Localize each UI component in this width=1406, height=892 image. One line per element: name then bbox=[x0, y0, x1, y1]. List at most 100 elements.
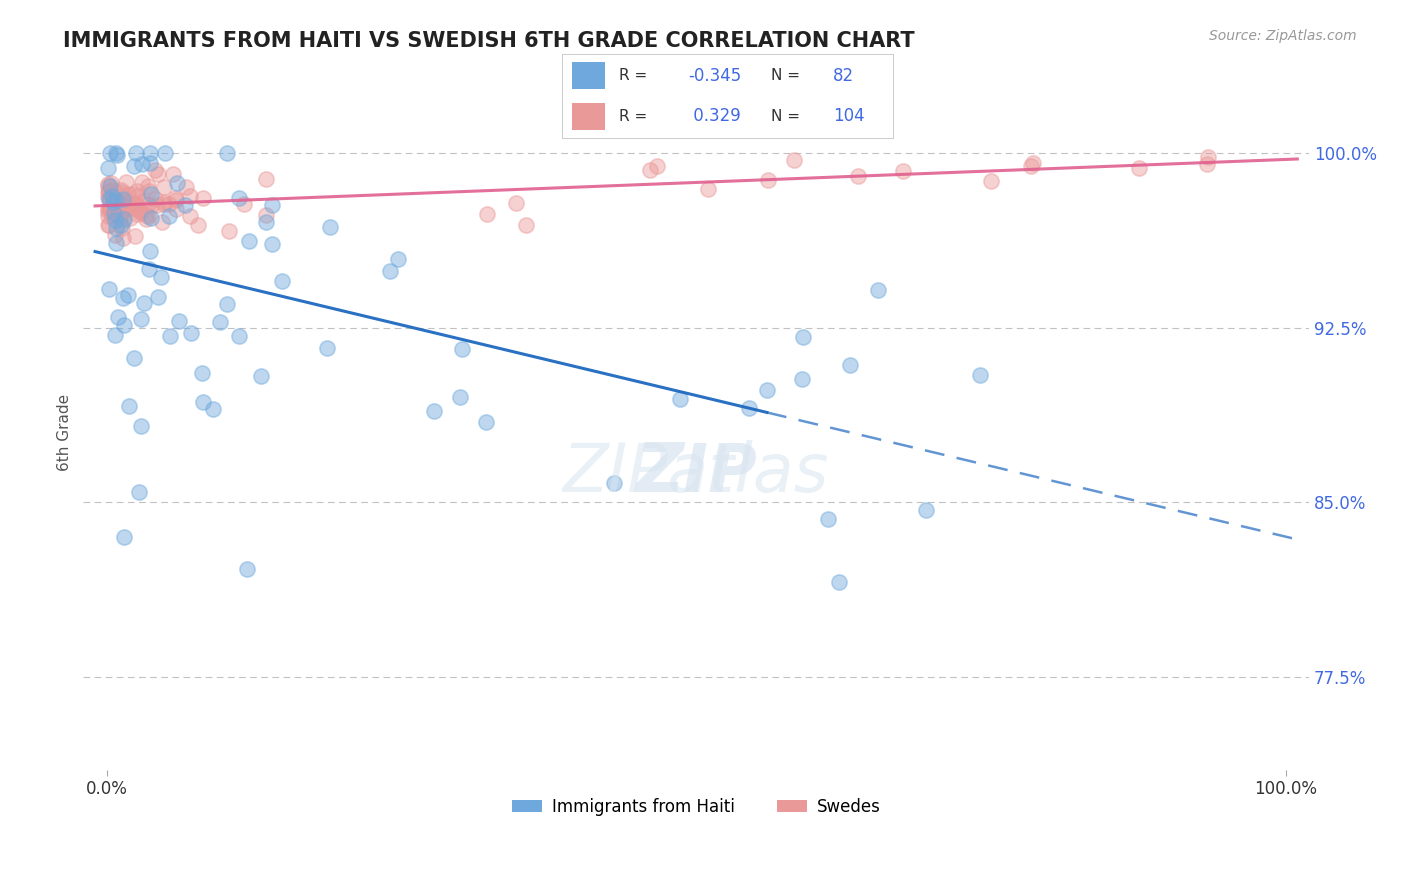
Point bbox=[101, 209, 124, 223]
Point bbox=[696, 182, 718, 196]
Point bbox=[100, 193, 122, 207]
Point bbox=[131, 194, 153, 208]
Point bbox=[97, 209, 120, 223]
Point bbox=[104, 328, 127, 343]
Point bbox=[97, 189, 120, 203]
Point bbox=[153, 197, 176, 211]
Point bbox=[139, 199, 162, 213]
Point bbox=[138, 261, 160, 276]
Point bbox=[238, 234, 260, 248]
Point bbox=[97, 204, 120, 219]
Point bbox=[165, 202, 187, 216]
Point bbox=[827, 574, 849, 589]
Point bbox=[1128, 161, 1150, 176]
Point bbox=[866, 283, 889, 297]
Point bbox=[117, 287, 139, 301]
Point bbox=[121, 186, 143, 201]
Point bbox=[98, 184, 121, 198]
Text: R =: R = bbox=[619, 68, 647, 83]
Point bbox=[107, 198, 129, 212]
Point bbox=[233, 197, 256, 211]
Point bbox=[97, 161, 120, 175]
Point bbox=[117, 186, 139, 201]
Text: Source: ZipAtlas.com: Source: ZipAtlas.com bbox=[1209, 29, 1357, 43]
Point bbox=[669, 392, 692, 406]
Point bbox=[179, 209, 201, 223]
Point bbox=[97, 192, 120, 206]
Point bbox=[97, 178, 120, 193]
Point bbox=[250, 369, 273, 384]
Point bbox=[738, 401, 761, 415]
Y-axis label: 6th Grade: 6th Grade bbox=[58, 394, 72, 471]
Point bbox=[450, 342, 472, 356]
Point bbox=[173, 198, 195, 212]
Point bbox=[101, 205, 124, 219]
Point bbox=[1022, 156, 1045, 170]
Point bbox=[153, 195, 176, 210]
Point bbox=[101, 183, 124, 197]
Point bbox=[136, 209, 159, 223]
Point bbox=[153, 146, 176, 161]
Point bbox=[128, 204, 150, 219]
Point bbox=[129, 205, 152, 219]
Point bbox=[180, 326, 202, 340]
Point bbox=[139, 187, 162, 202]
Point bbox=[100, 176, 122, 190]
Point bbox=[110, 206, 132, 220]
Text: -0.345: -0.345 bbox=[688, 67, 741, 85]
Point bbox=[165, 191, 187, 205]
Point bbox=[165, 193, 187, 207]
Point bbox=[260, 198, 283, 212]
Point bbox=[131, 175, 153, 189]
Point bbox=[387, 252, 409, 267]
Point bbox=[236, 562, 259, 576]
Point bbox=[98, 218, 121, 232]
Point bbox=[98, 202, 121, 217]
Point bbox=[190, 366, 212, 380]
Point bbox=[475, 415, 498, 429]
Point bbox=[112, 291, 135, 305]
Point bbox=[111, 221, 134, 235]
Point bbox=[838, 358, 860, 372]
Point bbox=[756, 173, 779, 187]
Bar bbox=[572, 62, 606, 89]
Point bbox=[254, 215, 277, 229]
Point bbox=[112, 212, 135, 227]
Point bbox=[121, 196, 143, 211]
Text: ZIPatlas: ZIPatlas bbox=[562, 440, 830, 506]
Point bbox=[179, 189, 201, 203]
Point bbox=[97, 186, 120, 200]
Point bbox=[122, 351, 145, 365]
Point bbox=[228, 329, 250, 343]
Point bbox=[115, 195, 138, 210]
Point bbox=[112, 198, 135, 212]
Point bbox=[969, 368, 991, 382]
Point bbox=[124, 201, 146, 215]
Point bbox=[1197, 150, 1219, 164]
Point bbox=[423, 404, 446, 418]
Point bbox=[124, 228, 146, 243]
Point bbox=[105, 146, 128, 161]
Point bbox=[112, 318, 135, 332]
Point bbox=[271, 274, 294, 288]
Point bbox=[110, 197, 132, 211]
Point bbox=[449, 390, 471, 404]
Text: ZIP: ZIP bbox=[636, 440, 756, 506]
Point bbox=[145, 198, 167, 212]
Point bbox=[150, 270, 173, 285]
Point bbox=[153, 180, 176, 194]
Point bbox=[191, 191, 214, 205]
Point bbox=[125, 189, 148, 203]
Point bbox=[136, 179, 159, 194]
Point bbox=[127, 207, 149, 221]
Point bbox=[136, 197, 159, 211]
Point bbox=[783, 153, 806, 168]
Bar bbox=[572, 103, 606, 130]
Point bbox=[100, 189, 122, 203]
Point bbox=[108, 211, 131, 225]
Point bbox=[159, 329, 181, 343]
Point bbox=[602, 475, 624, 490]
Point bbox=[638, 163, 661, 178]
Point bbox=[131, 157, 153, 171]
Point bbox=[114, 530, 136, 544]
